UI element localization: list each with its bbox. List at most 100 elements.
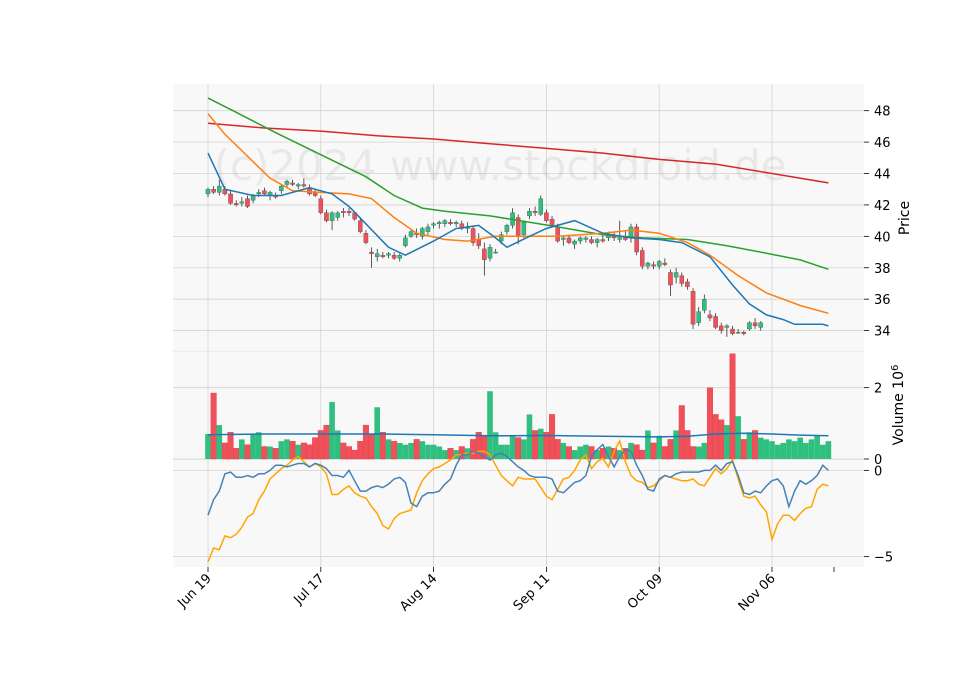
volume-bar — [250, 434, 256, 459]
candle-body — [549, 218, 555, 226]
volume-bar — [780, 442, 787, 459]
candle — [459, 220, 465, 231]
candle-body — [301, 184, 307, 187]
volume-bar — [334, 430, 341, 459]
volume-bar — [385, 439, 392, 459]
candle-body — [538, 198, 544, 215]
candle — [279, 184, 284, 194]
oscillator-fast-line — [207, 443, 829, 516]
candle — [211, 186, 216, 194]
ma-long-line — [207, 122, 829, 184]
candle — [679, 272, 685, 287]
candle — [335, 211, 340, 221]
candle — [482, 242, 487, 276]
volume-bar — [565, 446, 572, 460]
candle-body — [735, 332, 741, 334]
volume-bar — [379, 432, 386, 460]
volume-bar — [616, 450, 623, 459]
candle-body — [555, 226, 560, 242]
candle-body — [380, 255, 386, 257]
volume-bar — [757, 437, 764, 459]
candle — [572, 239, 577, 249]
candle — [290, 179, 295, 187]
candle — [295, 182, 301, 190]
volume-bar — [408, 442, 414, 459]
volume-bar — [278, 441, 285, 459]
candle-body — [690, 291, 696, 325]
candle-body — [696, 311, 701, 323]
candle-body — [408, 231, 414, 237]
volume-bar — [554, 439, 561, 460]
candle — [442, 219, 448, 227]
candle-body — [363, 233, 369, 243]
price-tick-label: 34 — [874, 325, 891, 340]
candle — [594, 237, 600, 248]
candle — [408, 230, 414, 238]
volume-bar — [740, 439, 747, 460]
candle — [217, 179, 222, 196]
volume-bar — [487, 391, 493, 459]
candle — [673, 267, 679, 284]
volume-bar — [261, 446, 268, 460]
volume-bar — [205, 434, 211, 459]
volume-bar — [605, 446, 612, 459]
candle — [741, 330, 747, 336]
volume-bar — [752, 430, 759, 460]
volume-bar — [526, 414, 533, 459]
candle — [487, 244, 493, 262]
candle-body — [284, 181, 290, 185]
volume-axis-title: Volume 106 — [890, 365, 908, 446]
candle — [566, 234, 572, 245]
candle — [324, 209, 329, 223]
volume-bar — [650, 442, 657, 460]
price-tick-label: 42 — [874, 199, 891, 214]
volume-bar — [560, 442, 567, 459]
candle — [329, 211, 335, 231]
candle-body — [482, 248, 487, 261]
candle-body — [611, 236, 617, 239]
volume-bar — [786, 439, 792, 459]
candle — [724, 324, 730, 337]
volume-bar — [346, 446, 353, 460]
volume-bar — [351, 449, 358, 460]
volume-bar — [233, 448, 240, 460]
price-tick-label: 44 — [874, 168, 891, 183]
ma-mid-line — [207, 113, 829, 315]
volume-bar — [746, 432, 753, 459]
candle-body — [487, 247, 493, 259]
candle — [707, 310, 713, 322]
volume-bar — [413, 439, 420, 460]
volume-bar — [272, 448, 279, 460]
price-axis-title: Price — [897, 201, 913, 235]
volume-bar — [284, 439, 290, 459]
candle — [239, 197, 245, 207]
volume-bar — [656, 435, 662, 459]
candle — [470, 225, 476, 246]
volume-bar — [210, 392, 217, 460]
volume-bar — [537, 428, 544, 459]
candle — [436, 220, 442, 229]
price-tick-label: 46 — [874, 136, 891, 151]
volume-bar — [769, 441, 775, 459]
volume-bar — [797, 437, 803, 459]
candle — [493, 248, 498, 254]
candle-body — [651, 264, 656, 267]
ma-slow-line — [207, 97, 829, 271]
candle-body — [685, 281, 690, 287]
volume-bar — [611, 448, 618, 460]
candle — [561, 236, 566, 246]
candle — [583, 236, 589, 243]
volume-bar — [295, 444, 302, 459]
candle — [391, 252, 397, 260]
volume-bar — [221, 442, 228, 460]
candle — [527, 208, 532, 220]
candle-body — [521, 222, 527, 235]
oscillator-tick-label: −5 — [874, 551, 893, 566]
candle — [521, 220, 527, 238]
candle-body — [561, 237, 566, 240]
candle — [752, 318, 758, 330]
volume-bar — [571, 450, 578, 459]
volume-bar — [583, 444, 589, 459]
candle — [425, 223, 431, 235]
candle — [730, 325, 735, 336]
